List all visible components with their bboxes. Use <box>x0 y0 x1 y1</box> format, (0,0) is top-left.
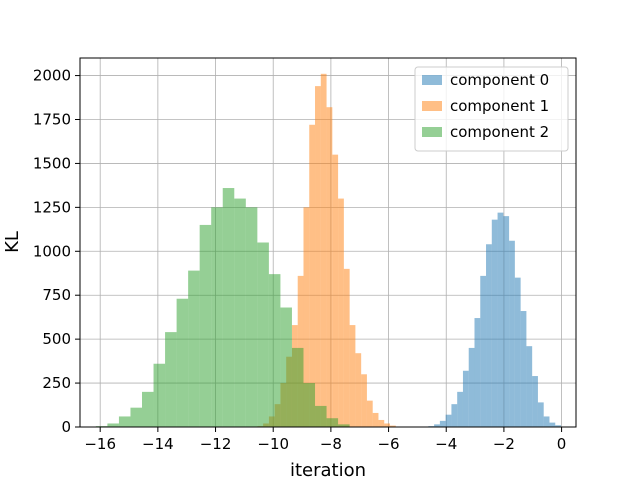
y-tick-label: 1250 <box>33 198 71 216</box>
histogram-bar <box>451 404 458 427</box>
histogram-bar <box>118 416 131 427</box>
legend-frame <box>414 66 569 152</box>
histogram-bar <box>153 363 166 427</box>
y-axis-ticks: 0 250 500 750 1000 1250 1500 1750 2000 <box>33 67 80 436</box>
histogram-bar <box>474 318 481 427</box>
histogram-bars <box>95 73 562 428</box>
histogram-bar <box>130 407 142 427</box>
y-tick-label: 1000 <box>33 242 71 260</box>
x-tick-label: −8 <box>320 435 342 453</box>
x-tick-label: −14 <box>142 435 174 453</box>
x-tick-label: −10 <box>257 435 289 453</box>
y-tick-label: 500 <box>42 330 71 348</box>
legend-label: component 0 <box>450 71 549 89</box>
histogram-bar <box>497 212 504 427</box>
histogram-bar <box>520 311 527 427</box>
histogram-bar <box>309 124 316 428</box>
x-axis-label: iteration <box>290 460 366 480</box>
legend-swatch <box>422 101 442 111</box>
histogram-bar <box>211 207 223 427</box>
histogram-bar <box>199 224 212 427</box>
histogram-bar <box>315 405 327 427</box>
histogram-bar <box>509 240 515 427</box>
histogram-bar <box>537 402 544 427</box>
histogram-bar <box>514 277 521 427</box>
histogram-bar <box>245 207 258 427</box>
y-tick-label: 0 <box>61 418 71 436</box>
plot-frame <box>79 57 577 428</box>
histogram-bar <box>384 423 390 427</box>
histogram-bar <box>349 325 356 427</box>
x-tick-label: −6 <box>377 435 399 453</box>
y-tick-label: 250 <box>42 374 71 392</box>
histogram-bar <box>303 207 310 427</box>
histogram-bar <box>303 383 316 427</box>
legend-label: component 1 <box>450 97 549 115</box>
histogram-bar <box>176 298 189 427</box>
histogram-bar <box>468 347 475 427</box>
histogram-bar <box>503 216 510 427</box>
histogram-bar <box>107 423 119 427</box>
histogram-bar <box>457 391 463 427</box>
histogram-bar <box>445 414 452 427</box>
legend-swatch <box>422 75 442 85</box>
x-tick-label: 0 <box>557 435 567 453</box>
histogram-bar <box>291 347 304 427</box>
x-axis-ticks: −16 −14 −12 −10 −8 −6 −4 −2 0 <box>84 427 566 453</box>
y-tick-label: 1500 <box>33 154 71 172</box>
histogram-bar <box>378 419 385 427</box>
histogram-bar <box>486 244 492 427</box>
x-tick-label: −16 <box>84 435 116 453</box>
series-0-bars <box>428 212 562 427</box>
histogram-bar <box>326 418 339 427</box>
histogram-bar <box>338 198 344 427</box>
histogram-bar <box>372 412 379 427</box>
histogram-bar <box>343 268 350 427</box>
histogram-bar <box>188 270 200 427</box>
histogram-bar <box>165 332 177 427</box>
histogram-bar <box>543 416 550 427</box>
y-axis-label: KL <box>2 231 23 253</box>
series-2-bars <box>95 188 350 427</box>
histogram-bar <box>315 86 321 427</box>
y-tick-label: 1750 <box>33 111 71 129</box>
y-tick-label: 2000 <box>33 67 71 85</box>
histogram-bar <box>434 424 440 427</box>
histogram-bar <box>480 275 487 427</box>
histogram-bar <box>222 188 235 427</box>
histogram-bar <box>257 242 269 427</box>
histogram-bar <box>355 353 362 427</box>
histogram-bar <box>390 425 396 427</box>
histogram-bar <box>526 346 533 427</box>
x-tick-label: −12 <box>200 435 232 453</box>
histogram-bar <box>332 154 339 427</box>
histogram-bar <box>234 198 246 427</box>
histogram-bar <box>338 424 350 427</box>
x-tick-label: −2 <box>493 435 515 453</box>
histogram-bar <box>280 307 292 427</box>
histogram-bar <box>439 420 446 427</box>
histogram-bar <box>326 107 333 427</box>
histogram-bar <box>320 73 327 428</box>
histogram-bar <box>366 400 373 427</box>
histogram-bar <box>361 374 367 427</box>
histogram-bar <box>268 274 281 427</box>
histogram-bar <box>491 219 498 427</box>
legend-label: component 2 <box>450 123 549 141</box>
histogram-bar <box>462 370 469 427</box>
histogram-bar <box>532 376 538 427</box>
histogram-bar <box>549 422 556 427</box>
x-tick-label: −4 <box>435 435 457 453</box>
histogram-bar <box>555 425 562 427</box>
y-tick-label: 750 <box>42 286 71 304</box>
legend: component 0 component 1 component 2 <box>414 66 569 152</box>
legend-swatch <box>422 127 442 137</box>
histogram-bar <box>142 391 154 427</box>
